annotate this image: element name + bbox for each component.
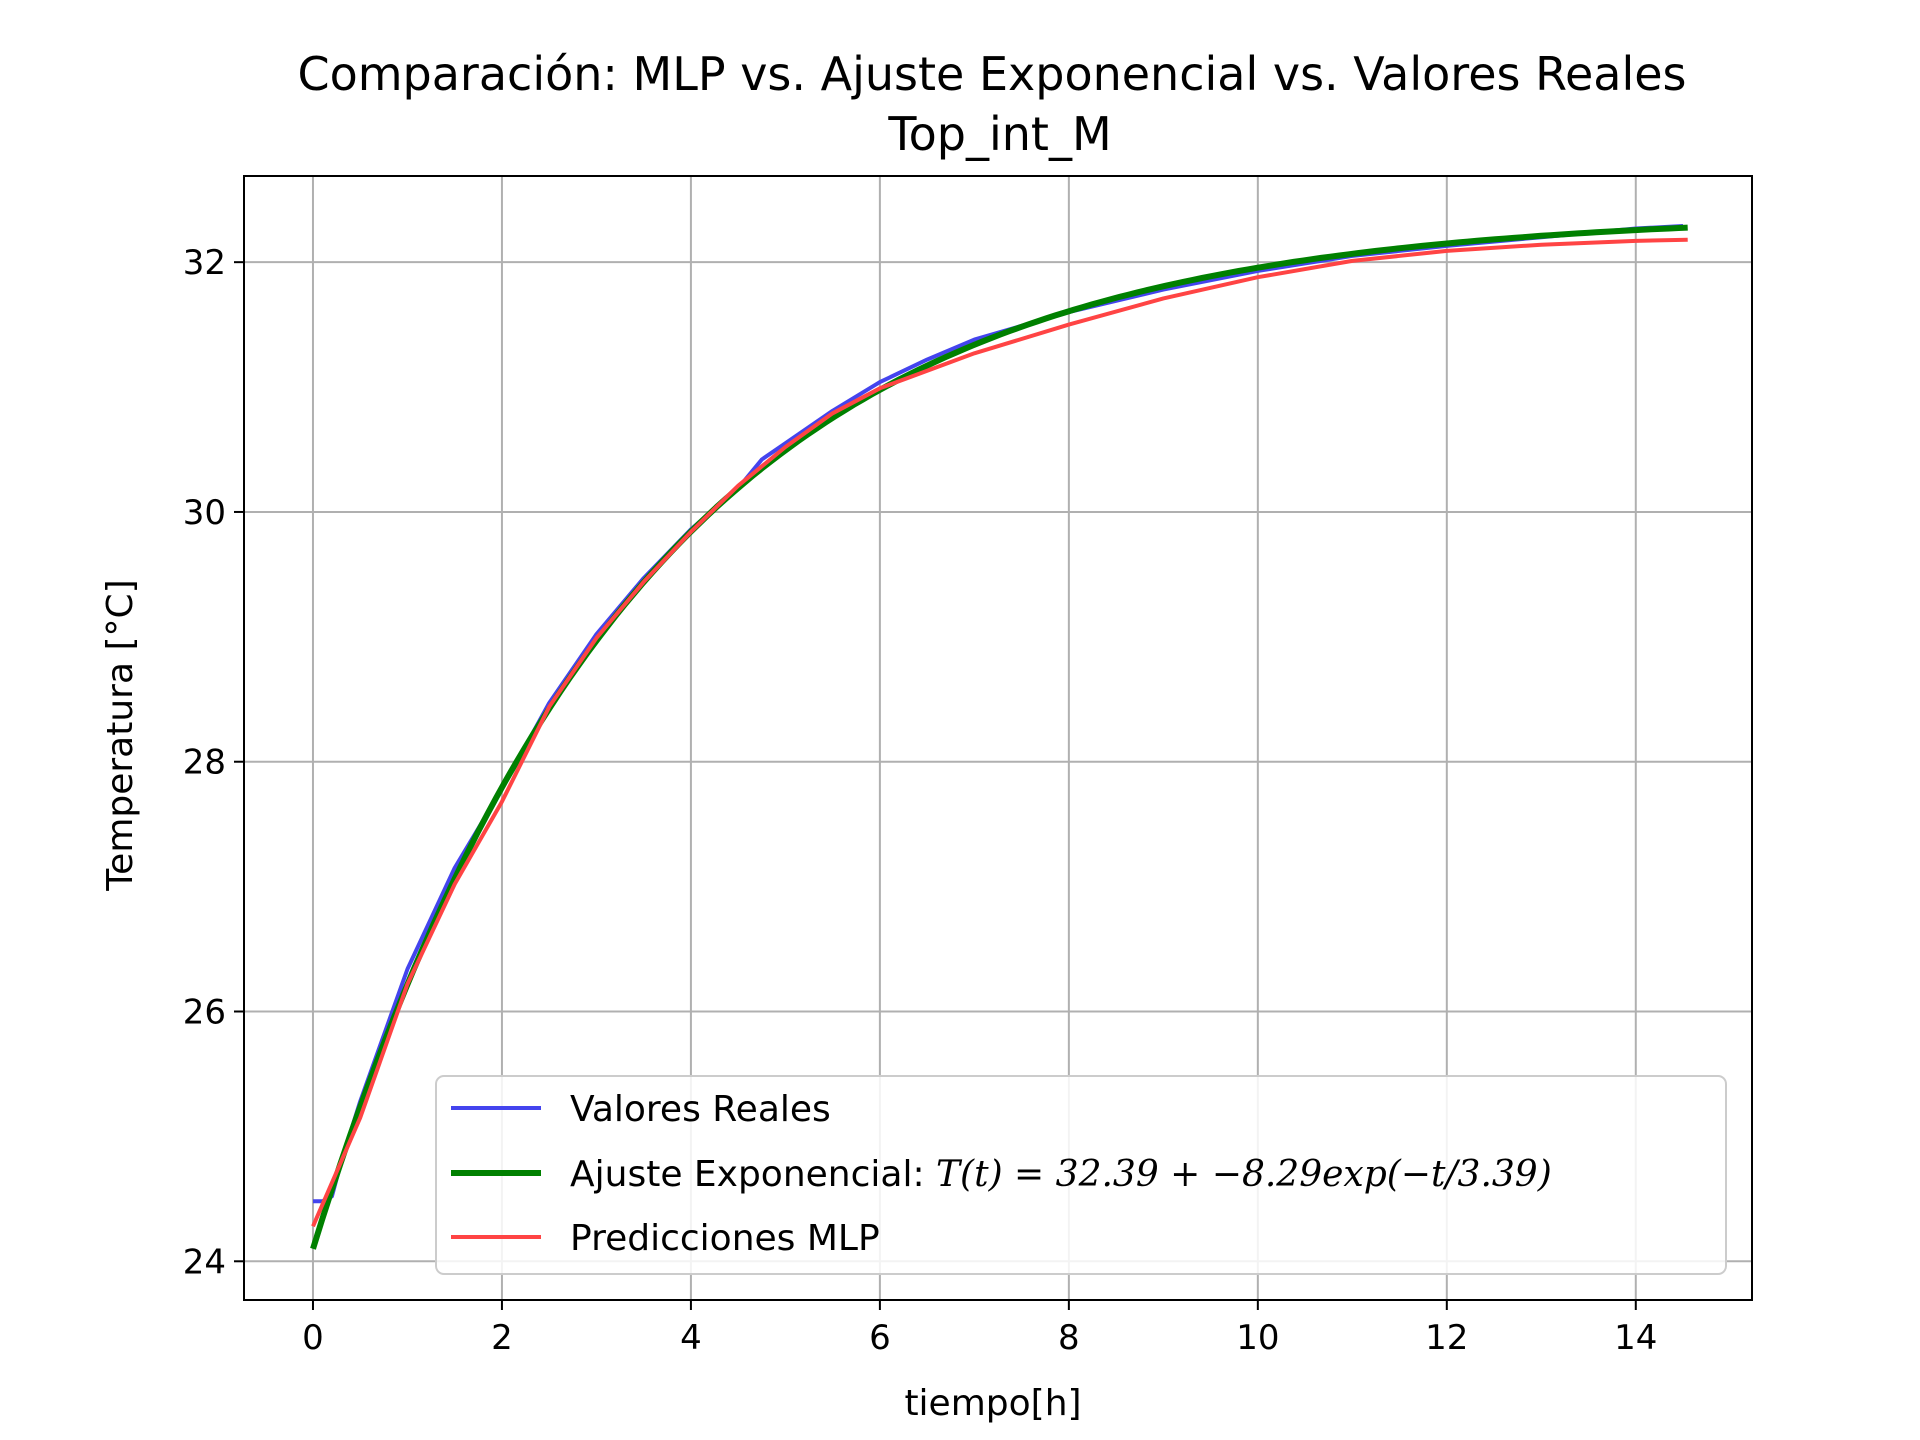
- y-tick-label: 30: [183, 493, 226, 533]
- x-tick-label: 10: [1236, 1318, 1279, 1358]
- x-axis-label: tiempo[h]: [904, 1383, 1081, 1424]
- y-tick-label: 24: [183, 1242, 226, 1282]
- y-tick-label: 32: [183, 243, 226, 283]
- x-tick-label: 6: [869, 1318, 891, 1358]
- x-tick-label: 4: [680, 1318, 702, 1358]
- y-axis-label: Temperatura [°C]: [100, 579, 141, 891]
- x-tick-label: 0: [302, 1318, 324, 1358]
- plot-frame: [243, 175, 1753, 1301]
- series-line-predicciones-mlp: [311, 237, 1688, 1228]
- y-tick-label: 26: [183, 993, 226, 1033]
- legend-label-fit-prefix: Ajuste Exponencial:: [570, 1154, 936, 1195]
- x-tick-label: 12: [1425, 1318, 1468, 1358]
- legend-label-fit: Ajuste Exponencial: T(t) = 32.39 + −8.29…: [570, 1154, 1552, 1195]
- legend-box: [435, 1075, 1727, 1275]
- x-tick-label: 2: [491, 1318, 513, 1358]
- chart-title: Comparación: MLP vs. Ajuste Exponencial …: [297, 47, 1686, 101]
- y-tick-label: 28: [183, 743, 226, 783]
- legend-label-real: Valores Reales: [570, 1089, 831, 1130]
- series-line-valores-reales: [313, 224, 1684, 1204]
- legend-label-fit-equation: T(t) = 32.39 + −8.29exp(−t/3.39): [936, 1154, 1552, 1195]
- chart-subtitle: Top_int_M: [887, 107, 1111, 161]
- series-layer: [310, 224, 1688, 1250]
- grid: [244, 176, 1752, 1300]
- legend: Valores Reales Ajuste Exponencial: T(t) …: [435, 1075, 1727, 1275]
- x-tick-label: 8: [1058, 1318, 1080, 1358]
- x-tick-label: 14: [1614, 1318, 1657, 1358]
- legend-label-mlp: Predicciones MLP: [570, 1218, 880, 1259]
